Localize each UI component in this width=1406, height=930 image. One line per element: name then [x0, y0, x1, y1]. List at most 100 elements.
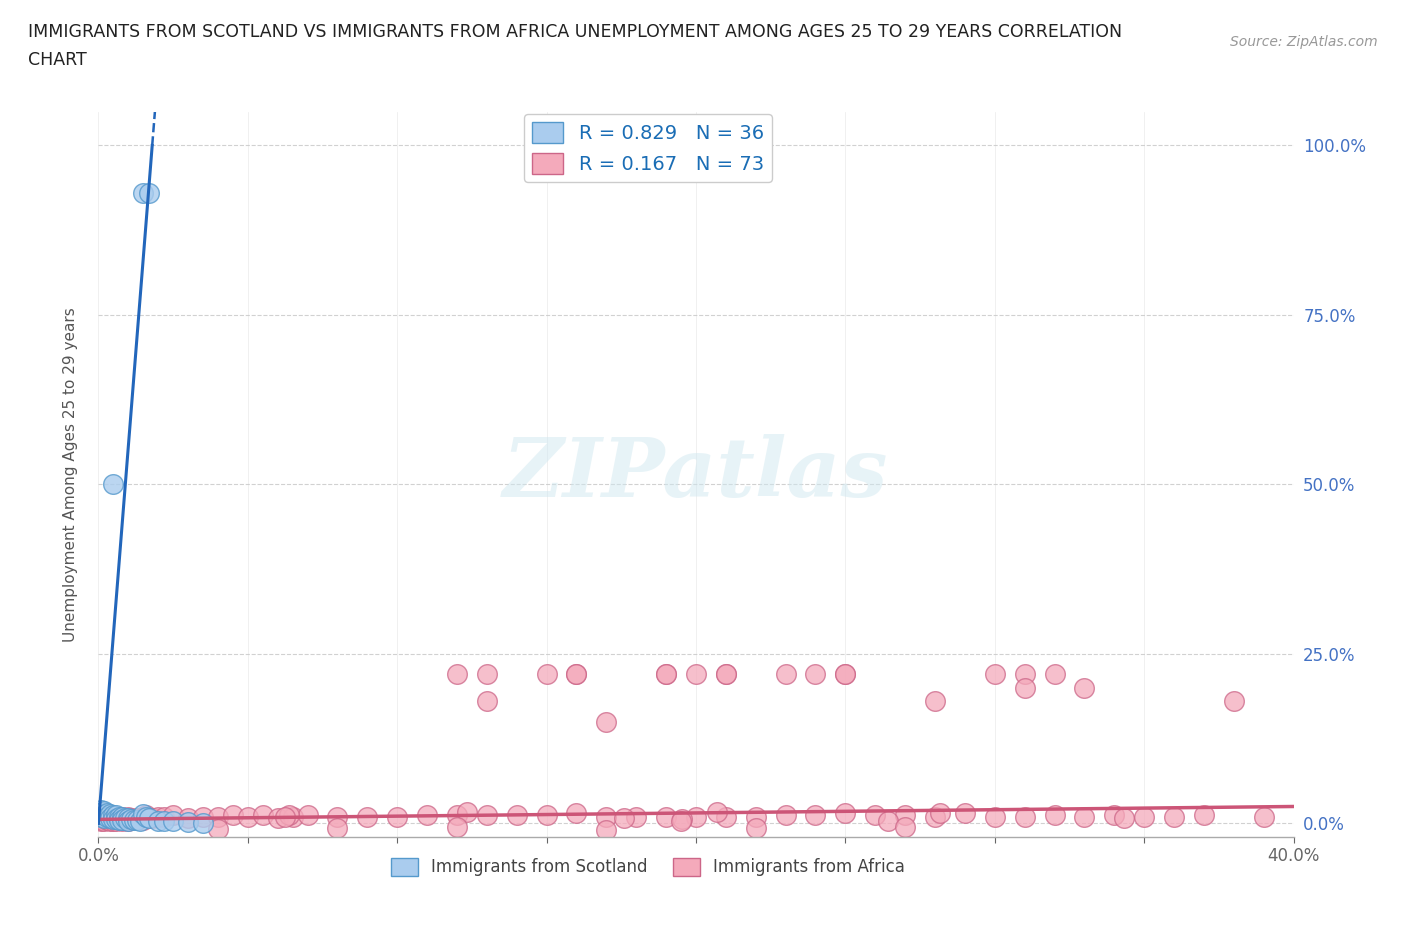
Point — [93, 808, 115, 823]
Point — [1104, 808, 1126, 823]
Point — [804, 667, 827, 682]
Point — [475, 694, 498, 709]
Point — [103, 811, 125, 826]
Point — [1073, 681, 1095, 696]
Point — [1014, 667, 1036, 682]
Point — [90, 809, 112, 824]
Point — [685, 667, 707, 682]
Point — [924, 694, 946, 709]
Point — [565, 805, 588, 820]
Point — [105, 814, 128, 829]
Point — [894, 808, 917, 823]
Point — [177, 815, 200, 830]
Point — [714, 667, 737, 682]
Point — [671, 812, 693, 827]
Point — [191, 809, 214, 824]
Point — [1133, 809, 1156, 824]
Point — [416, 808, 439, 823]
Point — [273, 809, 295, 824]
Point — [120, 812, 142, 827]
Point — [120, 811, 142, 826]
Point — [1253, 809, 1275, 824]
Point — [148, 814, 170, 829]
Point — [714, 809, 737, 824]
Point — [117, 809, 139, 824]
Point — [595, 823, 617, 838]
Point — [129, 814, 152, 829]
Point — [127, 813, 149, 828]
Point — [536, 667, 558, 682]
Point — [595, 714, 617, 729]
Point — [1043, 808, 1066, 823]
Point — [1073, 809, 1095, 824]
Point — [105, 808, 128, 823]
Point — [277, 807, 299, 822]
Point — [93, 814, 115, 829]
Point — [775, 667, 797, 682]
Point — [222, 808, 245, 823]
Point — [162, 808, 184, 823]
Point — [93, 804, 115, 818]
Point — [90, 803, 112, 817]
Point — [90, 805, 112, 820]
Point — [267, 811, 290, 826]
Point — [804, 808, 827, 823]
Point — [626, 809, 648, 824]
Point — [191, 816, 214, 830]
Legend: Immigrants from Scotland, Immigrants from Africa: Immigrants from Scotland, Immigrants fro… — [385, 851, 911, 884]
Text: IMMIGRANTS FROM SCOTLAND VS IMMIGRANTS FROM AFRICA UNEMPLOYMENT AMONG AGES 25 TO: IMMIGRANTS FROM SCOTLAND VS IMMIGRANTS F… — [28, 23, 1122, 41]
Point — [103, 477, 125, 492]
Point — [595, 809, 617, 824]
Point — [127, 811, 149, 826]
Point — [138, 185, 160, 200]
Point — [117, 814, 139, 829]
Point — [96, 805, 118, 820]
Point — [834, 667, 856, 682]
Point — [1014, 681, 1036, 696]
Point — [96, 809, 118, 824]
Point — [1112, 811, 1135, 826]
Point — [124, 813, 146, 828]
Point — [138, 811, 160, 826]
Point — [475, 667, 498, 682]
Point — [98, 814, 122, 829]
Text: Source: ZipAtlas.com: Source: ZipAtlas.com — [1230, 35, 1378, 49]
Point — [117, 814, 139, 829]
Point — [90, 813, 112, 828]
Point — [894, 819, 917, 834]
Point — [1043, 667, 1066, 682]
Point — [1163, 809, 1185, 824]
Point — [135, 808, 157, 823]
Point — [252, 808, 274, 823]
Point — [124, 812, 146, 827]
Point — [929, 805, 952, 820]
Point — [1014, 809, 1036, 824]
Point — [153, 814, 176, 829]
Point — [148, 809, 170, 824]
Point — [953, 805, 976, 820]
Point — [96, 813, 118, 828]
Point — [105, 812, 128, 827]
Point — [117, 811, 139, 826]
Point — [141, 811, 163, 826]
Text: ZIPatlas: ZIPatlas — [503, 434, 889, 514]
Point — [108, 809, 131, 824]
Point — [655, 667, 678, 682]
Point — [98, 806, 122, 821]
Point — [655, 809, 678, 824]
Point — [714, 667, 737, 682]
Point — [446, 667, 468, 682]
Point — [706, 804, 728, 819]
Point — [745, 821, 768, 836]
Y-axis label: Unemployment Among Ages 25 to 29 years: Unemployment Among Ages 25 to 29 years — [63, 307, 77, 642]
Point — [153, 809, 176, 824]
Point — [177, 811, 200, 826]
Point — [90, 809, 112, 824]
Point — [207, 809, 229, 824]
Point — [745, 809, 768, 824]
Point — [326, 820, 349, 835]
Point — [475, 808, 498, 823]
Point — [114, 812, 136, 827]
Point — [281, 809, 304, 824]
Point — [207, 821, 229, 836]
